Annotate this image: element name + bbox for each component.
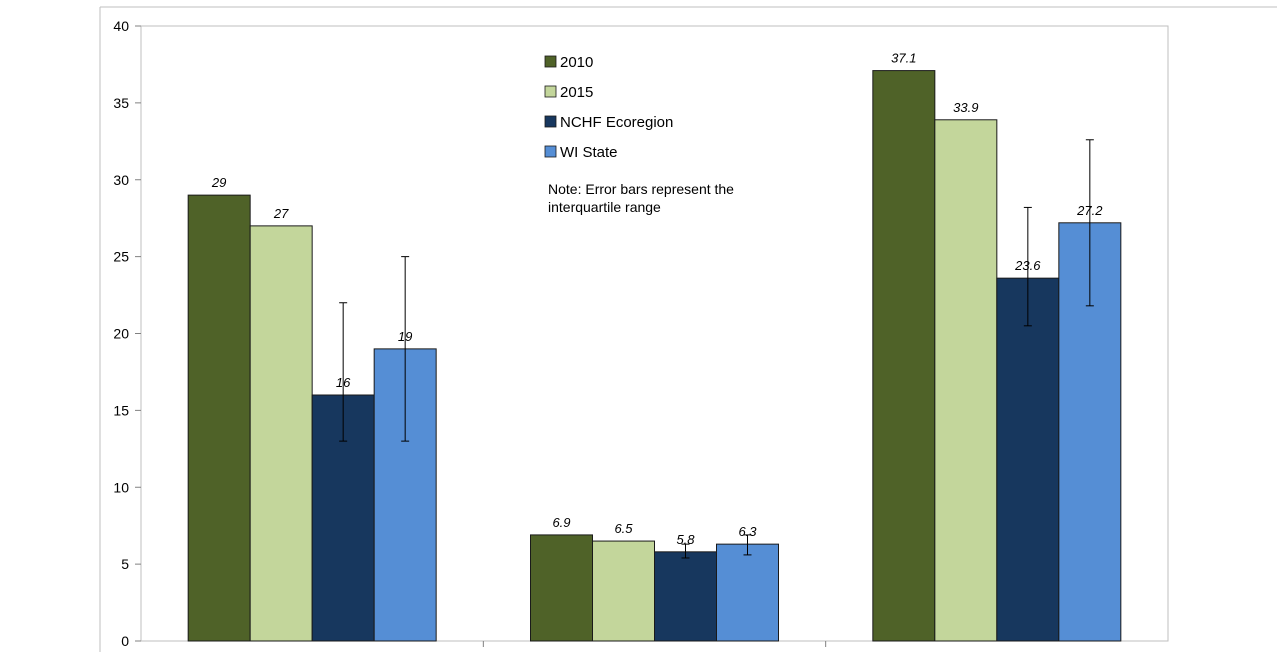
legend-swatch bbox=[544, 115, 557, 128]
bar bbox=[996, 277, 1060, 642]
legend-swatch bbox=[544, 85, 557, 98]
bar bbox=[716, 543, 779, 642]
bar bbox=[530, 534, 593, 642]
bar bbox=[592, 540, 655, 642]
legend-swatch bbox=[544, 55, 557, 68]
data-label: 19 bbox=[398, 329, 412, 344]
data-label: 23.6 bbox=[1014, 258, 1041, 273]
data-label: 33.9 bbox=[953, 100, 978, 115]
bar bbox=[934, 119, 998, 642]
note-line: interquartile range bbox=[548, 199, 661, 215]
data-label: 5.8 bbox=[676, 532, 695, 547]
note-line: Note: Error bars represent the bbox=[548, 181, 734, 197]
data-label: 29 bbox=[211, 175, 226, 190]
data-label: 6.3 bbox=[738, 524, 757, 539]
data-label: 27.2 bbox=[1076, 203, 1103, 218]
error-bars-group bbox=[339, 139, 1094, 559]
y-axis: 0 5 10 15 20 25 30 35 40 bbox=[113, 18, 827, 649]
legend-label: 2010 bbox=[560, 54, 593, 71]
data-label: 27 bbox=[273, 206, 289, 221]
y-tick-label: 0 bbox=[121, 633, 129, 649]
bar bbox=[654, 551, 717, 642]
y-tick-label: 35 bbox=[113, 95, 129, 111]
y-tick-label: 15 bbox=[113, 402, 129, 418]
legend-label: 2015 bbox=[560, 84, 593, 101]
y-tick-label: 25 bbox=[113, 249, 129, 265]
data-label: 16 bbox=[336, 375, 351, 390]
y-tick-label: 5 bbox=[121, 556, 129, 572]
y-tick-label: 20 bbox=[113, 326, 129, 342]
bar bbox=[187, 194, 251, 642]
legend-label: NCHF Ecoregion bbox=[560, 114, 673, 131]
legend-label: WI State bbox=[560, 144, 618, 161]
bar bbox=[249, 225, 313, 642]
data-label: 37.1 bbox=[891, 51, 916, 66]
y-tick-label: 10 bbox=[113, 479, 129, 495]
y-tick-label: 30 bbox=[113, 172, 129, 188]
bar bbox=[872, 70, 936, 642]
data-labels-group: 29 27 16 19 6.9 6.5 5.8 6.3 37.1 33.9 23.6 27.2 bbox=[211, 51, 1103, 547]
bars-group bbox=[187, 70, 1122, 642]
y-tick-label: 40 bbox=[113, 18, 129, 34]
data-label: 6.9 bbox=[552, 515, 570, 530]
data-label: 6.5 bbox=[614, 521, 633, 536]
legend-swatch bbox=[544, 145, 557, 158]
note-annotation: Note: Error bars represent the interquart… bbox=[548, 181, 734, 215]
legend: 2010 2015 NCHF Ecoregion WI State bbox=[544, 54, 673, 161]
